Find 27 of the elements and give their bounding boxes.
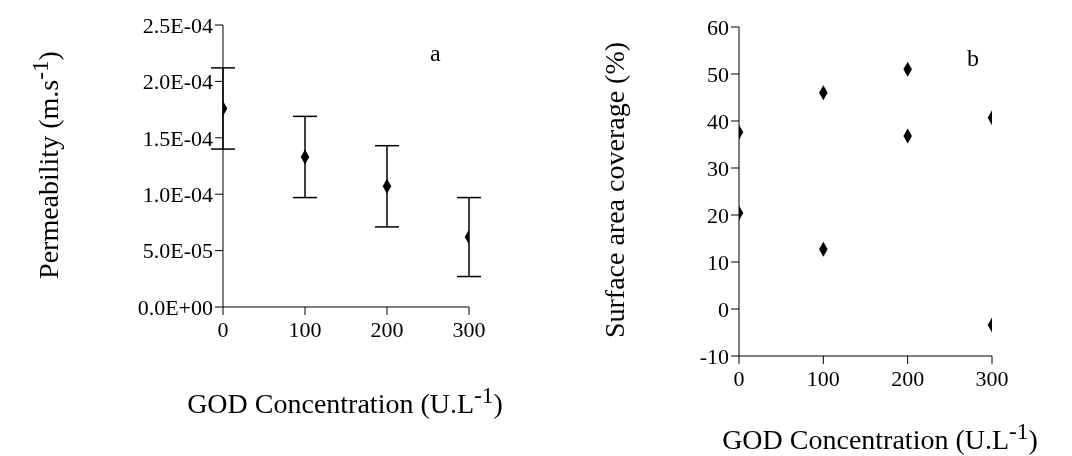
y-tick-label: 10 [707,249,729,275]
x-axis-title: GOD Concentration (U.L$^{-1}$) [721,418,1039,456]
y-tick-label: 5.0E-05 [142,238,213,264]
x-tick-label: 300 [452,316,486,342]
y-tick-label: 60 [707,14,729,40]
x-tick-label: 300 [975,365,1009,391]
x-tick-label: 0 [217,316,229,342]
y-tick-label: 0.0E+00 [137,294,213,320]
annotation: a [430,40,441,67]
x-tick-label: 0 [733,365,745,391]
y-tick-label: 2.5E-04 [142,12,213,38]
y-tick-label: 1.5E-04 [142,125,213,151]
x-tick-label: 200 [370,316,404,342]
x-tick-label: 100 [288,316,322,342]
y-tick-label: 1.0E-04 [142,182,213,208]
annotation: b [967,45,979,72]
y-axis-title: Surface area coverage (%) [598,40,631,341]
y-tick-label: 2.0E-04 [142,69,213,95]
y-tick-label: 40 [707,108,729,134]
x-tick-label: 100 [806,365,840,391]
y-tick-label: 30 [707,155,729,181]
y-tick-label: 20 [707,202,729,228]
x-tick-label: 200 [891,365,925,391]
y-tick-label: 0 [718,296,729,322]
y-tick-label: 50 [707,61,729,87]
x-axis-title: GOD Concentration (U.L$^{-1}$) [186,382,504,421]
y-tick-label: -10 [699,343,729,369]
